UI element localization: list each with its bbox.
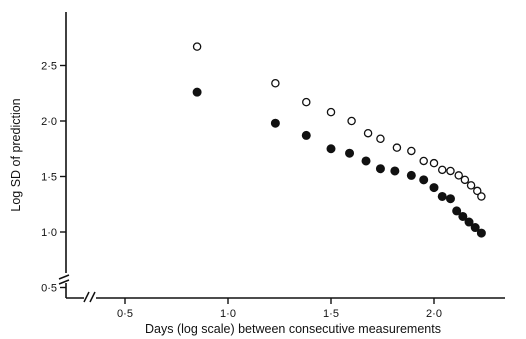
x-axis-title: Days (log scale) between consecutive mea… bbox=[145, 322, 441, 336]
open-circle-point bbox=[454, 171, 463, 180]
open-circle-point bbox=[302, 97, 311, 107]
open-circle-point bbox=[192, 42, 202, 51]
filled-circle-point bbox=[326, 144, 336, 154]
open-circle-point bbox=[473, 186, 482, 196]
y-axis-title: Log SD of prediction bbox=[9, 98, 23, 211]
filled-circle-point bbox=[419, 175, 429, 185]
open-circle-point bbox=[419, 156, 428, 166]
open-circle-point bbox=[271, 79, 280, 88]
filled-circle-point bbox=[375, 164, 385, 174]
data-points bbox=[192, 42, 486, 238]
open-circle-point bbox=[466, 181, 476, 190]
open-circle-point bbox=[429, 158, 439, 168]
filled-circle-point bbox=[437, 191, 447, 201]
y-axis: 0·5 1·0 1·5 2·0 2·5 bbox=[41, 12, 70, 298]
y-axis-break-mark bbox=[58, 274, 70, 285]
y-tick-label: 2·5 bbox=[41, 61, 57, 73]
filled-circle-point bbox=[429, 183, 439, 193]
filled-circle-series bbox=[192, 87, 486, 238]
open-circle-point bbox=[437, 165, 447, 175]
x-ticks: 0·5 1·0 1·5 2·0 bbox=[117, 298, 442, 320]
filled-circle-point bbox=[464, 217, 474, 227]
filled-circle-point bbox=[470, 223, 480, 233]
x-tick-label: 1·0 bbox=[220, 308, 236, 320]
y-tick-label: 1·0 bbox=[41, 227, 57, 239]
filled-circle-point bbox=[270, 118, 280, 128]
x-axis-break-mark bbox=[83, 291, 96, 303]
open-circle-point bbox=[477, 192, 486, 201]
x-tick-label: 0·5 bbox=[117, 308, 133, 320]
x-tick-label: 1·5 bbox=[323, 308, 339, 320]
y-ticks: 0·5 1·0 1·5 2·0 2·5 bbox=[41, 61, 66, 295]
filled-circle-point bbox=[452, 206, 462, 216]
open-circle-point bbox=[326, 107, 336, 117]
x-tick-label: 2·0 bbox=[426, 308, 442, 320]
filled-circle-point bbox=[476, 228, 486, 238]
filled-circle-point bbox=[192, 87, 202, 97]
open-circle-point bbox=[460, 175, 470, 185]
y-tick-label: 1·5 bbox=[41, 172, 57, 184]
filled-circle-point bbox=[406, 170, 416, 180]
filled-circle-point bbox=[445, 194, 455, 204]
filled-circle-point bbox=[390, 166, 400, 176]
open-circle-point bbox=[407, 146, 416, 156]
open-circle-point bbox=[347, 116, 356, 126]
x-axis: 0·5 1·0 1·5 2·0 bbox=[66, 291, 505, 320]
filled-circle-point bbox=[345, 148, 355, 158]
open-circle-point bbox=[376, 134, 385, 144]
filled-circle-point bbox=[458, 211, 468, 221]
filled-circle-point bbox=[301, 130, 311, 140]
open-circle-point bbox=[446, 166, 455, 176]
y-tick-label: 2·0 bbox=[41, 116, 57, 128]
open-circle-point bbox=[363, 128, 373, 138]
open-circle-point bbox=[392, 143, 402, 152]
open-circle-series bbox=[192, 42, 486, 201]
y-tick-label: 0·5 bbox=[41, 283, 57, 295]
filled-circle-point bbox=[361, 156, 371, 166]
